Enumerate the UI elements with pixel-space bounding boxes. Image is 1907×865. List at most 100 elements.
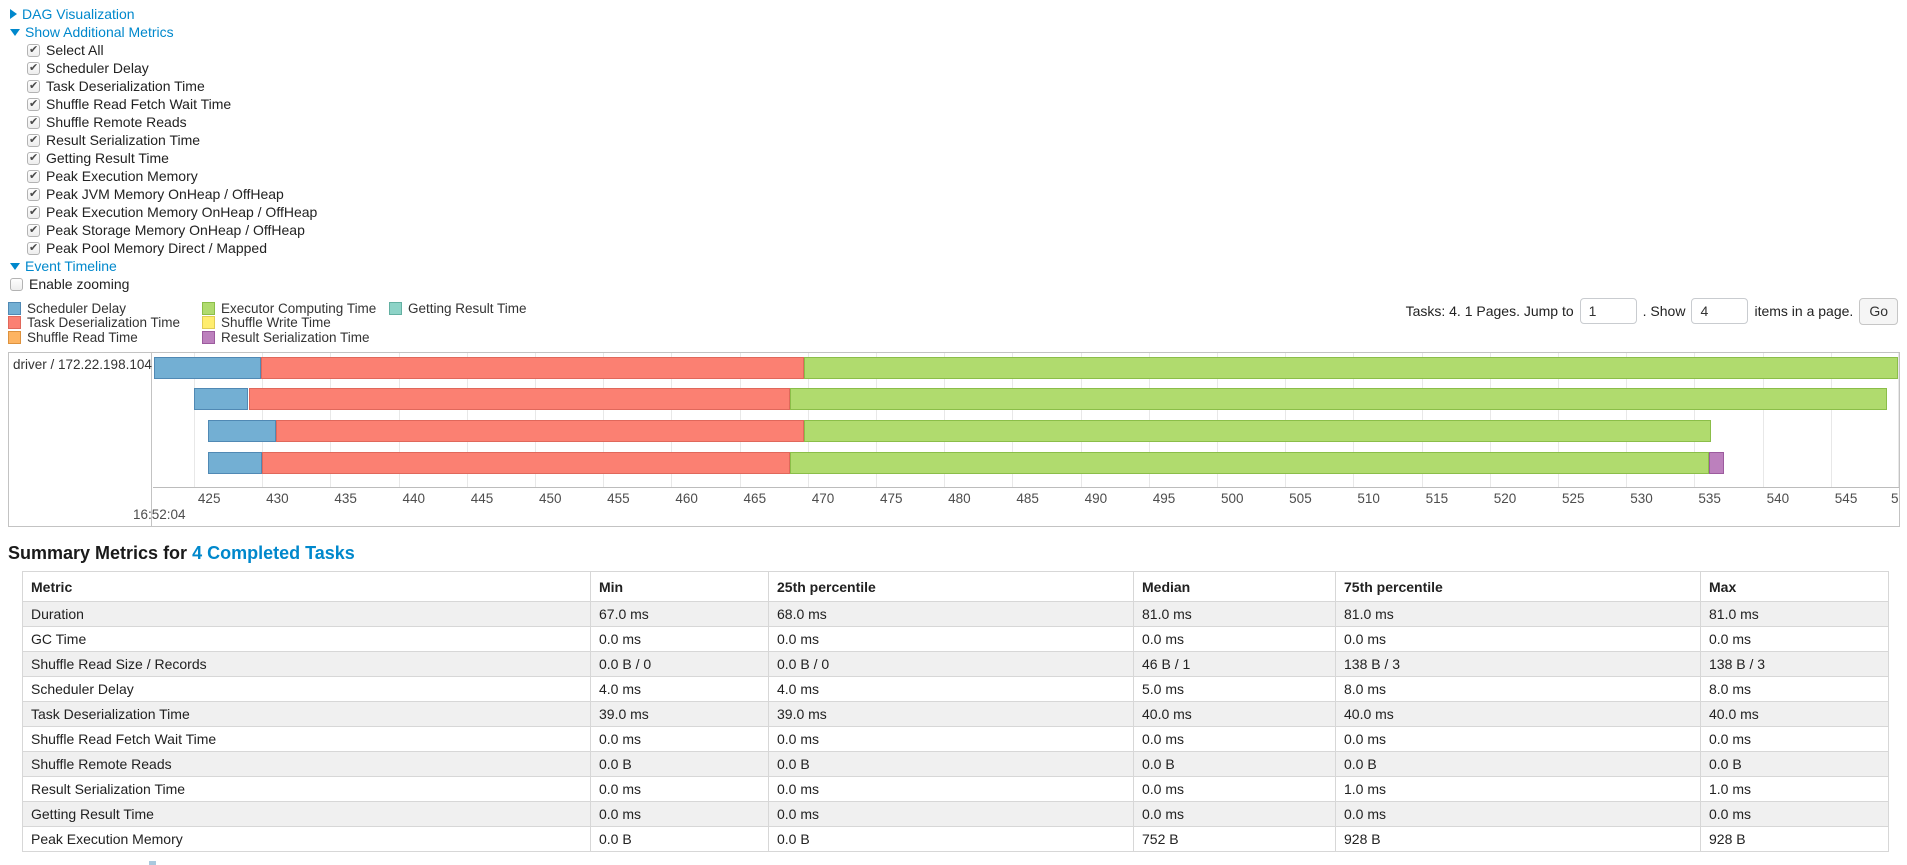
axis-tick-label: 440 [402, 491, 426, 506]
axis-tick-label: 505 [1289, 491, 1312, 506]
axis-tick-label: 495 [1152, 491, 1176, 506]
metric-checkbox[interactable] [27, 205, 40, 219]
task-1-segment-scheduler-delay[interactable] [193, 388, 249, 410]
summary-cell: 39.0 ms [590, 701, 769, 727]
metric-checkbox[interactable] [27, 97, 40, 111]
metric-checkbox[interactable] [27, 187, 40, 201]
summary-cell: 0.0 ms [590, 726, 769, 752]
summary-cell: 0.0 ms [590, 801, 769, 827]
metric-checkbox[interactable] [27, 151, 40, 165]
metric-checkbox-label: Peak Pool Memory Direct / Mapped [46, 240, 267, 256]
summary-cell: 0.0 ms [1335, 801, 1701, 827]
axis-tick-label: 500 [1220, 491, 1244, 506]
task-1-segment-executor-computing[interactable] [790, 388, 1887, 410]
metric-checkbox-label: Getting Result Time [46, 150, 169, 166]
timeline-gridline [1762, 353, 1764, 487]
legend-swatch-icon [202, 301, 215, 315]
metric-checkbox[interactable] [27, 223, 40, 237]
metric-checkbox-label: Peak JVM Memory OnHeap / OffHeap [46, 186, 284, 202]
completed-tasks-link[interactable]: 4 Completed Tasks [192, 543, 355, 563]
summary-cell: 138 B / 3 [1335, 651, 1701, 677]
enable-zooming-checkbox[interactable] [10, 277, 23, 291]
metric-checkbox-label: Select All [46, 42, 104, 58]
metric-checkbox-label: Peak Execution Memory OnHeap / OffHeap [46, 204, 318, 220]
legend-label: Result Serialization Time [221, 329, 370, 345]
metric-checkbox[interactable] [27, 169, 40, 183]
summary-cell: 0.0 ms [1700, 726, 1889, 752]
legend-column: Executor Computing Time Shuffle Write Tim… [202, 301, 376, 345]
event-timeline-link[interactable]: Event Timeline [25, 258, 117, 274]
summary-row-duration: Duration 67.0 ms 68.0 ms 81.0 ms 81.0 ms 81.0… [22, 601, 1889, 627]
summary-cell: 0.0 B [1133, 751, 1336, 777]
task-2-segment-scheduler-delay[interactable] [207, 420, 276, 442]
legend-item-task-deserialization: Task Deserialization Time [8, 315, 180, 330]
timeline-plot-area[interactable]: 425 430 435 440 445 450 455 460 465 470 475 480 485 4… [133, 353, 1899, 526]
summary-row-result-serialization-time: Result Serialization Time 0.0 ms 0.0 ms 0.0… [22, 776, 1889, 802]
metric-checkbox[interactable] [27, 79, 40, 93]
axis-tick-label: 430 [266, 491, 289, 506]
metric-checkbox[interactable] [27, 241, 40, 255]
axis-tick-label: 550 [1891, 491, 1899, 506]
summary-row-peak-execution-memory: Peak Execution Memory 0.0 B 0.0 B 752 B 928 … [22, 826, 1889, 852]
items-per-page-input[interactable] [1691, 298, 1749, 324]
task-3-segment-scheduler-delay[interactable] [207, 452, 263, 474]
metric-checkbox-row: Result Serialization Time [10, 131, 317, 149]
metric-checkbox[interactable] [27, 115, 40, 129]
summary-cell: Duration [22, 601, 591, 627]
expanded-arrow-icon [10, 28, 20, 36]
summary-cell: 138 B / 3 [1700, 651, 1889, 677]
dag-visualization-toggle[interactable]: DAG Visualization [10, 5, 317, 23]
axis-tick-label: 520 [1493, 491, 1517, 506]
event-timeline-toggle[interactable]: Event Timeline [10, 257, 317, 275]
task-1-segment-task-deserialization[interactable] [248, 388, 790, 410]
show-additional-metrics-toggle[interactable]: Show Additional Metrics [10, 23, 317, 41]
axis-tick-label: 530 [1630, 491, 1653, 506]
summary-metrics-table: Metric Min 25th percentile Median 75th perce… [22, 571, 1889, 852]
axis-tick-label: 510 [1357, 491, 1380, 506]
legend-item-result-serialization: Result Serialization Time [202, 330, 376, 345]
task-2-segment-task-deserialization[interactable] [275, 420, 804, 442]
summary-cell: 40.0 ms [1133, 701, 1336, 727]
metric-checkbox-label: Scheduler Delay [46, 60, 149, 76]
additional-metrics-checkbox-list: Select All Scheduler Delay Task Deserializ… [10, 41, 317, 257]
metric-checkbox[interactable] [27, 133, 40, 147]
task-3-segment-result-serialization[interactable] [1709, 452, 1725, 474]
summary-cell: 0.0 B / 0 [590, 651, 769, 677]
task-0-segment-scheduler-delay[interactable] [154, 357, 261, 379]
summary-cell: 40.0 ms [1700, 701, 1889, 727]
summary-cell: 0.0 ms [1335, 726, 1701, 752]
legend-swatch-icon [8, 301, 21, 315]
metric-checkbox-row: Peak Execution Memory OnHeap / OffHeap [10, 203, 317, 221]
summary-cell: 39.0 ms [768, 701, 1134, 727]
timeline-gridline [193, 353, 195, 487]
legend-swatch-icon [389, 301, 402, 315]
metric-checkbox[interactable] [27, 43, 40, 57]
task-0-segment-executor-computing[interactable] [803, 357, 1898, 379]
task-0-segment-task-deserialization[interactable] [260, 357, 804, 379]
summary-cell: 0.0 B [1700, 751, 1889, 777]
timeline-time-axis: 425 430 435 440 445 450 455 460 465 470 475 480 485 4… [133, 487, 1899, 526]
summary-cell: 81.0 ms [1133, 601, 1336, 627]
axis-tick-label: 535 [1698, 491, 1721, 506]
metric-checkbox[interactable] [27, 61, 40, 75]
show-additional-metrics-link[interactable]: Show Additional Metrics [25, 24, 174, 40]
summary-cell: 0.0 B [768, 751, 1134, 777]
go-button[interactable]: Go [1859, 297, 1898, 325]
jump-to-page-input[interactable] [1579, 298, 1637, 324]
task-2-segment-executor-computing[interactable] [803, 420, 1711, 442]
summary-row-shuffle-read-fetch-wait-time: Shuffle Read Fetch Wait Time 0.0 ms 0.0 ms… [22, 726, 1889, 752]
metric-checkbox-label: Shuffle Remote Reads [46, 114, 187, 130]
summary-cell: Getting Result Time [22, 801, 591, 827]
metric-checkbox-row: Peak Storage Memory OnHeap / OffHeap [10, 221, 317, 239]
summary-column-header: Max [1700, 571, 1889, 602]
task-3-segment-task-deserialization[interactable] [262, 452, 790, 474]
summary-cell: 81.0 ms [1335, 601, 1701, 627]
axis-tick-label: 545 [1834, 491, 1858, 506]
legend-item-shuffle-write: Shuffle Write Time [202, 315, 376, 330]
metric-checkbox-row: Peak JVM Memory OnHeap / OffHeap [10, 185, 317, 203]
task-3-segment-executor-computing[interactable] [790, 452, 1710, 474]
legend-swatch-icon [202, 316, 215, 330]
metric-checkbox-row: Shuffle Read Fetch Wait Time [10, 95, 317, 113]
dag-visualization-link[interactable]: DAG Visualization [22, 6, 135, 22]
